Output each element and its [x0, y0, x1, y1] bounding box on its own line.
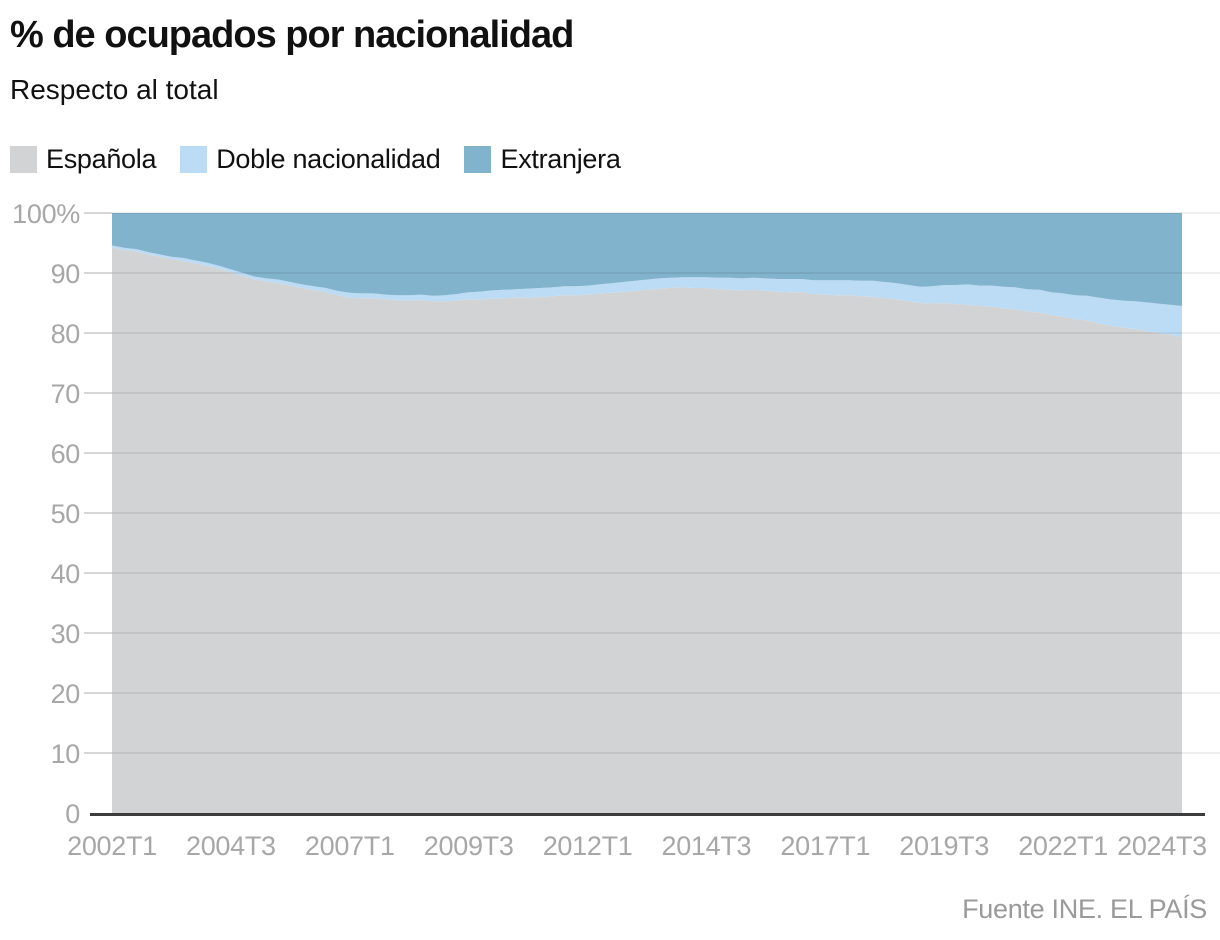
y-axis-label: 50	[51, 499, 80, 529]
legend-label-doble-nacionalidad: Doble nacionalidad	[216, 144, 441, 174]
legend-swatch-espanola	[10, 146, 37, 173]
x-axis-label: 2019T3	[899, 831, 989, 861]
y-axis-label: 30	[51, 619, 80, 649]
y-axis-label: 100%	[12, 199, 80, 229]
x-axis-label: 2017T1	[780, 831, 870, 861]
area-doble-nacionalidad	[112, 245, 1182, 338]
y-axis-label: 40	[51, 559, 80, 589]
y-axis-label: 20	[51, 679, 80, 709]
area-extranjera	[112, 213, 1182, 306]
y-axis-label: 90	[51, 259, 80, 289]
legend-label-extranjera: Extranjera	[500, 144, 621, 174]
legend-swatch-doble-nacionalidad	[180, 146, 208, 173]
page-subtitle: Respecto al total	[10, 74, 219, 105]
legend-label-espanola: Española	[46, 144, 157, 174]
source-credit: Fuente INE. EL PAÍS	[962, 894, 1207, 924]
legend-swatch-extranjera	[464, 146, 492, 173]
y-axis-label: 70	[51, 379, 80, 409]
x-axis-label: 2012T1	[543, 831, 633, 861]
y-axis-label: 0	[65, 799, 80, 829]
x-axis-label: 2007T1	[305, 831, 395, 861]
x-axis-label: 2009T3	[424, 831, 514, 861]
y-axis-label: 10	[51, 739, 80, 769]
y-axis-label: 60	[51, 439, 80, 469]
x-axis-label: 2014T3	[662, 831, 752, 861]
legend-item-espanola: Española	[10, 144, 157, 175]
x-axis-label: 2024T3	[1117, 831, 1207, 861]
legend: Española Doble nacionalidad Extranjera	[10, 144, 621, 175]
y-axis-label: 80	[51, 319, 80, 349]
x-axis-label: 2022T1	[1018, 831, 1108, 861]
legend-item-extranjera: Extranjera	[464, 144, 621, 175]
x-axis-label: 2004T3	[186, 831, 276, 861]
area-espanola	[112, 247, 1182, 814]
x-axis-label: 2002T1	[67, 831, 157, 861]
legend-item-doble-nacionalidad: Doble nacionalidad	[180, 144, 441, 175]
page-title: % de ocupados por nacionalidad	[10, 14, 574, 56]
